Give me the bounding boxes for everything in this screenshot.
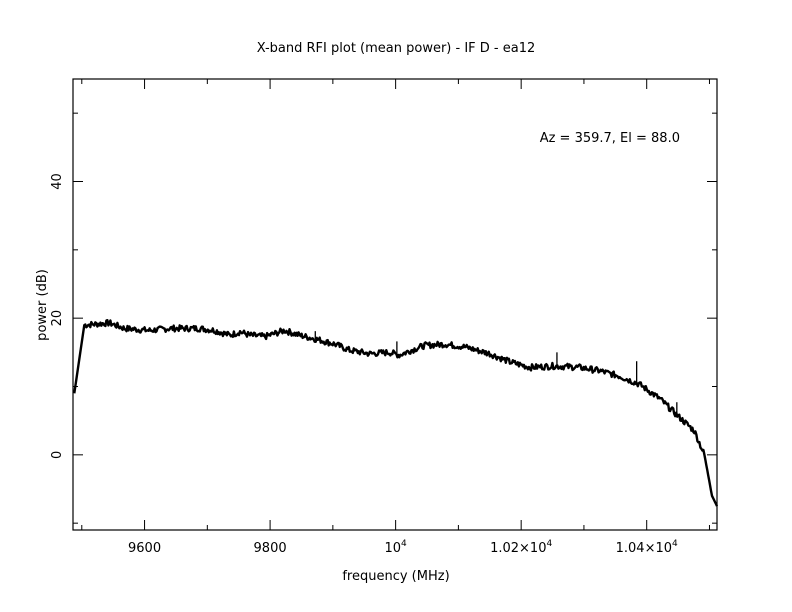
y-tick-label: 20 — [50, 310, 65, 327]
x-tick-label-exponent: 4 — [672, 539, 678, 549]
x-tick-label-base: 10 — [384, 541, 401, 556]
y-tick-label: 40 — [50, 173, 65, 190]
x-tick-label-exponent: 4 — [546, 539, 552, 549]
chart-title: X-band RFI plot (mean power) - IF D - ea… — [257, 41, 536, 56]
x-tick-label: 1.02×104 — [490, 539, 552, 556]
x-tick-label: 1.04×104 — [616, 539, 678, 556]
y-tick-label: 0 — [50, 451, 65, 459]
x-tick-label: 104 — [384, 539, 407, 556]
az-el-annotation: Az = 359.7, El = 88.0 — [540, 131, 680, 146]
x-axis-label: frequency (MHz) — [342, 569, 449, 584]
plot-frame — [72, 78, 718, 531]
y-axis-label: power (dB) — [35, 269, 50, 341]
x-tick-label-base: 1.04×10 — [616, 541, 672, 556]
x-tick-label-exponent: 4 — [401, 539, 407, 549]
x-tick-label-base: 1.02×10 — [490, 541, 546, 556]
x-tick-label: 9600 — [128, 541, 161, 556]
x-tick-label: 9800 — [254, 541, 287, 556]
x-tick-label-base: 9600 — [128, 541, 161, 556]
x-tick-label-base: 9800 — [254, 541, 287, 556]
power-series-line — [73, 319, 719, 507]
